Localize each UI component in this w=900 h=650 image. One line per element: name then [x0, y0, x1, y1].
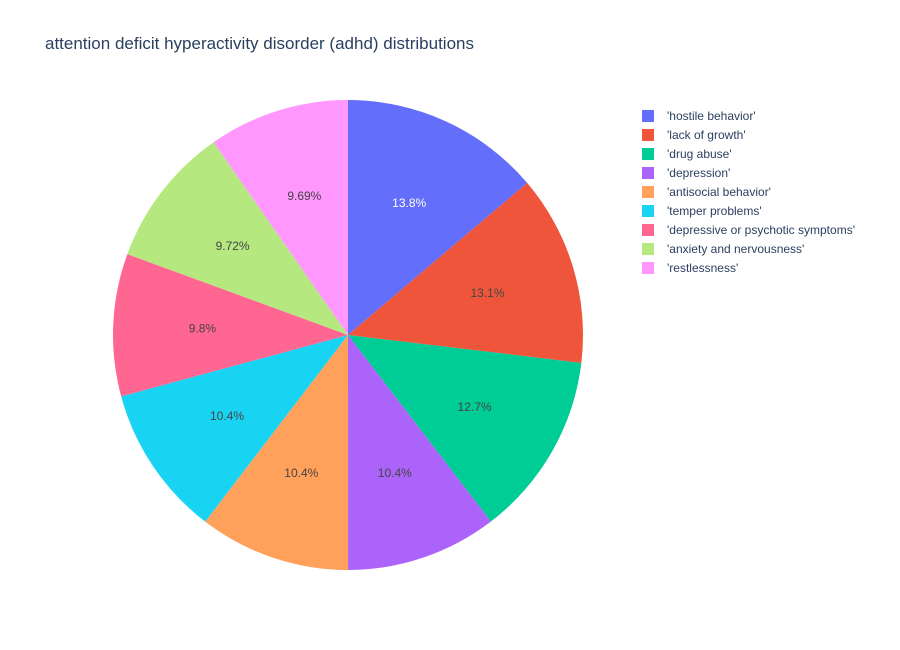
- slice-label-8: 9.69%: [287, 189, 321, 203]
- legend-label: 'depression': [667, 165, 731, 180]
- legend-swatch: [642, 147, 654, 160]
- legend-label: 'depressive or psychotic symptoms': [667, 222, 855, 237]
- legend-item-6[interactable]: 'depressive or psychotic symptoms': [640, 220, 855, 239]
- legend-item-1[interactable]: 'lack of growth': [640, 125, 855, 144]
- legend-swatch: [642, 185, 654, 198]
- slice-label-7: 9.72%: [216, 239, 250, 253]
- legend-swatch: [642, 166, 654, 179]
- slice-label-3: 10.4%: [378, 466, 412, 480]
- legend-item-7[interactable]: 'anxiety and nervousness': [640, 239, 855, 258]
- chart-title: attention deficit hyperactivity disorder…: [45, 34, 474, 53]
- legend-item-5[interactable]: 'temper problems': [640, 201, 855, 220]
- legend-label: 'anxiety and nervousness': [667, 241, 805, 256]
- pie-slice-4[interactable]: [205, 335, 349, 571]
- legend-label: 'lack of growth': [667, 127, 746, 142]
- legend-label: 'antisocial behavior': [667, 184, 771, 199]
- legend-swatch: [642, 109, 654, 122]
- legend-swatch: [642, 261, 654, 274]
- pie-slice-6[interactable]: [112, 254, 348, 397]
- legend-label: 'restlessness': [667, 260, 739, 275]
- pie-slice-3[interactable]: [348, 335, 491, 570]
- slice-label-1: 13.1%: [471, 286, 505, 300]
- legend-label: 'temper problems': [667, 203, 762, 218]
- legend-item-8[interactable]: 'restlessness': [640, 258, 855, 277]
- slice-label-0: 13.8%: [392, 196, 426, 210]
- slice-label-6: 9.8%: [189, 322, 217, 336]
- legend-item-0[interactable]: 'hostile behavior': [640, 106, 855, 125]
- legend-label: 'drug abuse': [667, 146, 732, 161]
- legend-item-3[interactable]: 'depression': [640, 163, 855, 182]
- pie-slice-1[interactable]: [348, 182, 583, 363]
- legend-item-4[interactable]: 'antisocial behavior': [640, 182, 855, 201]
- slice-label-2: 12.7%: [458, 400, 492, 414]
- pie-slice-5[interactable]: [121, 335, 348, 522]
- legend-swatch: [642, 223, 654, 236]
- pie-slice-2[interactable]: [348, 335, 582, 522]
- pie-slice-0[interactable]: [348, 100, 528, 335]
- slice-label-4: 10.4%: [284, 466, 318, 480]
- pie-slice-7[interactable]: [127, 142, 348, 335]
- legend-label: 'hostile behavior': [667, 108, 756, 123]
- legend-swatch: [642, 128, 654, 141]
- legend-swatch: [642, 204, 654, 217]
- legend-swatch: [642, 242, 654, 255]
- slice-label-5: 10.4%: [210, 409, 244, 423]
- legend: 'hostile behavior' 'lack of growth' 'drug …: [640, 106, 855, 277]
- pie-slice-8[interactable]: [213, 100, 348, 335]
- legend-item-2[interactable]: 'drug abuse': [640, 144, 855, 163]
